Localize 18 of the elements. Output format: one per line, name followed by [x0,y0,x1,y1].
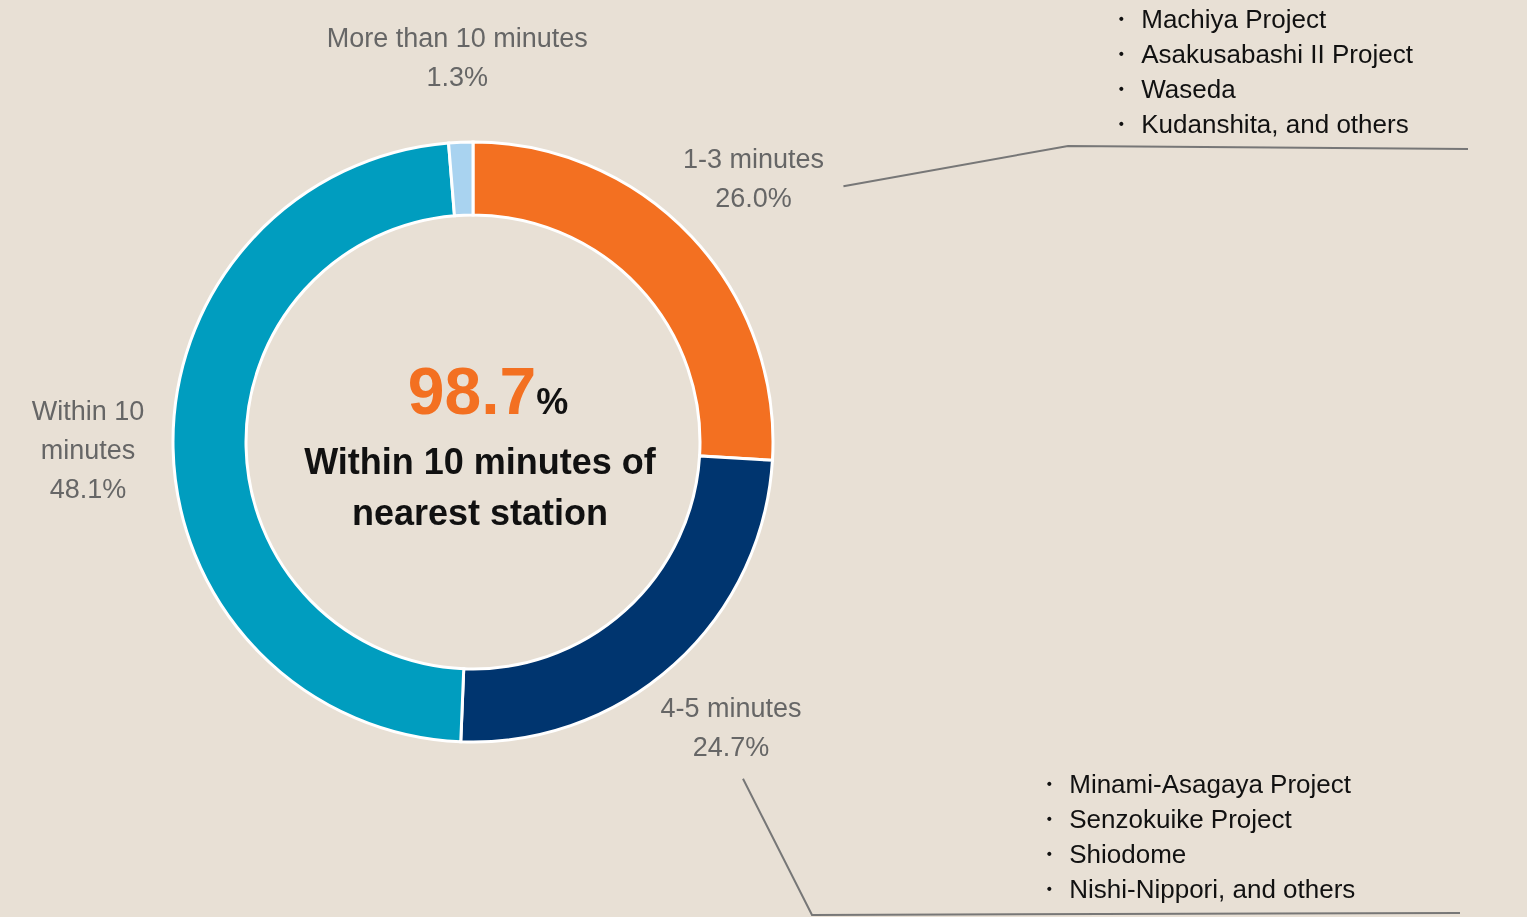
slice-label: Within 10 minutes [31,395,145,465]
text: ・ Shiodome [1036,839,1187,869]
data-label: 1.3% [426,61,489,92]
data-label: 48.1% [49,473,127,504]
text: 98.7% [407,354,569,428]
text: Within 10 minutes of nearest station [304,441,657,533]
slice-label: 4-5 minutes [660,693,802,724]
text: ・ Asakusabashi II Project [1108,39,1414,69]
text: ・ Kudanshita, and others [1108,109,1409,139]
text: ・ Waseda [1108,74,1237,104]
text: ・ Nishi-Nippori, and others [1036,874,1356,904]
text: ・ Machiya Project [1108,4,1327,34]
slice-label: 1-3 minutes [682,143,824,174]
text: ・ Senzokuike Project [1036,804,1293,834]
data-label: 26.0% [715,182,792,213]
data-label: 24.7% [692,732,770,763]
slice-label: More than 10 minutes [326,22,588,53]
text: ・ Minami-Asagaya Project [1036,769,1352,799]
